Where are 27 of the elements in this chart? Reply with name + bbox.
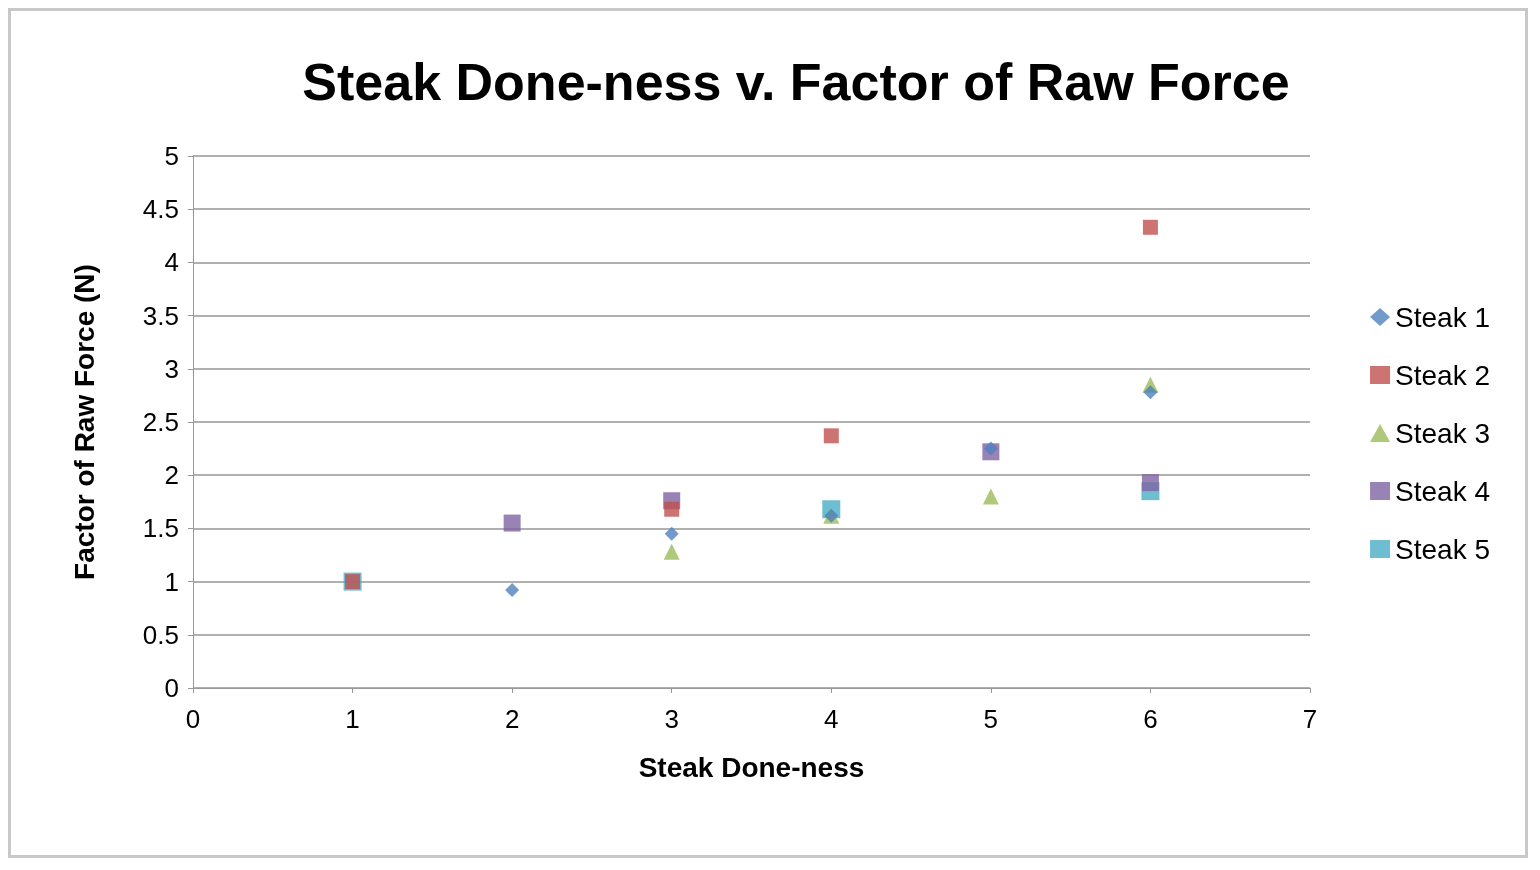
x-tick-label: 6: [1143, 704, 1158, 734]
y-tick-label: 1.5: [142, 513, 179, 544]
x-tick-label: 3: [664, 704, 679, 734]
y-tick-label: 5: [164, 141, 179, 171]
y-tick-label: 1: [164, 566, 179, 597]
chart-title: Steak Done-ness v. Factor of Raw Force: [302, 53, 1290, 111]
y-tick-label: 4: [164, 247, 179, 278]
y-tick-label: 0.5: [142, 619, 179, 650]
y-tick-label: 0: [164, 673, 179, 703]
x-axis-title: Steak Done-ness: [638, 751, 865, 783]
x-tick-label: 2: [504, 704, 520, 734]
x-tick-label: 1: [345, 704, 360, 734]
x-tick-label: 4: [824, 704, 839, 734]
y-axis-title: Factor of Raw Force (N): [68, 264, 100, 580]
legend-label: Steak 2: [1395, 359, 1490, 391]
legend-label: Steak 5: [1395, 533, 1490, 565]
legend-label: Steak 3: [1395, 417, 1490, 449]
legend-label: Steak 4: [1395, 475, 1490, 507]
x-tick-label: 5: [983, 704, 999, 734]
x-tick-label: 0: [185, 704, 201, 734]
legend-label: Steak 1: [1395, 301, 1490, 333]
y-tick-label: 3.5: [142, 300, 179, 331]
x-tick-label: 7: [1302, 704, 1318, 734]
y-tick-label: 3: [164, 353, 179, 384]
y-tick-label: 2.5: [142, 407, 179, 437]
y-tick-label: 2: [164, 460, 179, 491]
y-tick-label: 4.5: [142, 194, 179, 225]
